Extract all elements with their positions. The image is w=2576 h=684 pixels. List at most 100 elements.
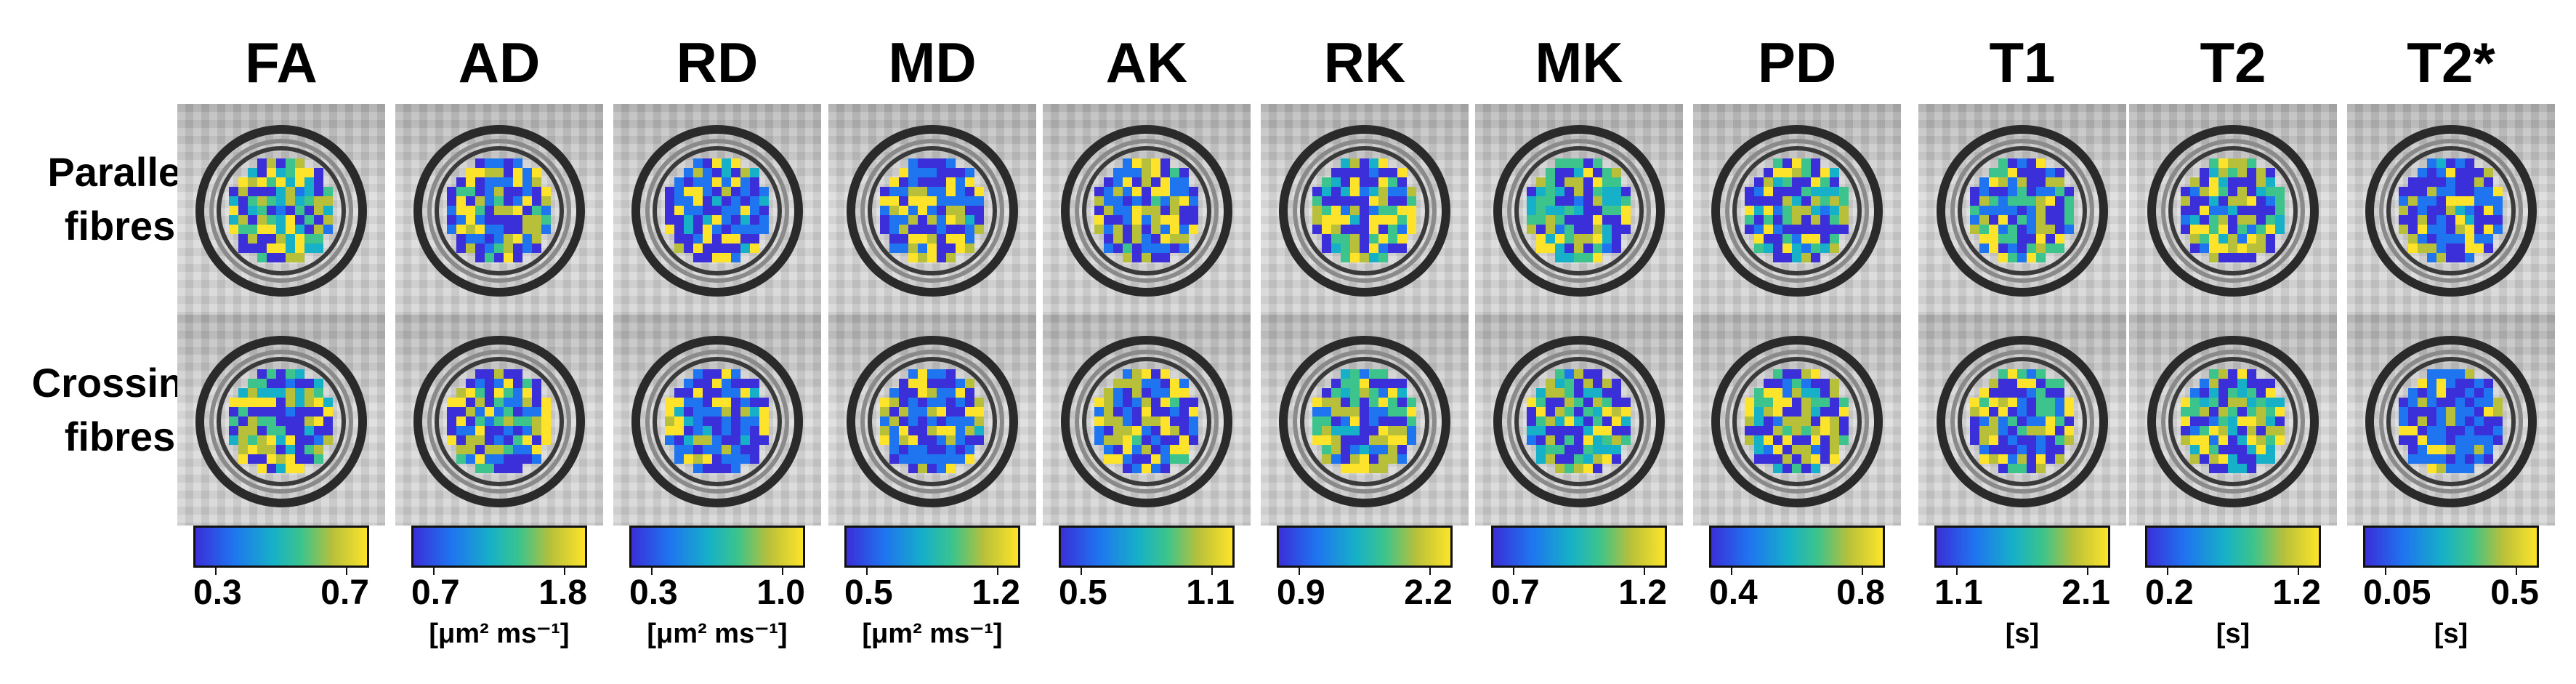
colorbar-tick-max <box>2298 568 2299 575</box>
colorbar-tick-min <box>866 568 868 575</box>
column-title-ad: AD <box>458 31 541 94</box>
map-pixels <box>1527 158 1631 262</box>
map-pixels <box>880 158 984 262</box>
colorbar-max-label: 0.8 <box>1836 574 1885 612</box>
colorbar-tick-max <box>1429 568 1431 575</box>
map-panel-mk-crossing <box>1475 315 1683 526</box>
colorbar-min-label: 0.4 <box>1709 574 1758 612</box>
colorbar-tick-min <box>1081 568 1082 575</box>
colorbar-md <box>844 526 1020 568</box>
colorbar-tick-min <box>651 568 653 575</box>
map-pixels <box>2399 158 2503 262</box>
colorbar-max-label: 2.2 <box>1404 574 1453 612</box>
colorbar-tick-max <box>1211 568 1213 575</box>
colorbar-unit-label: [s] <box>2434 619 2468 649</box>
map-pixels <box>2181 369 2285 473</box>
row-label-line2: fibres <box>64 203 176 249</box>
colorbar-tick-min <box>1956 568 1958 575</box>
map-panel-t1-parallel <box>1918 104 2126 315</box>
colorbar-tick-max <box>1644 568 1645 575</box>
map-panel-ak-crossing <box>1043 315 1251 526</box>
map-panel-fa-crossing <box>177 315 385 526</box>
colorbar-min-label: 0.2 <box>2145 574 2194 612</box>
colorbar-max-label: 1.0 <box>756 574 805 612</box>
map-panel-ad-parallel <box>395 104 603 315</box>
colorbar-min-label: 0.05 <box>2363 574 2431 612</box>
colorbar-tick-min <box>1731 568 1732 575</box>
map-panel-md-crossing <box>828 315 1036 526</box>
row-label-line2: fibres <box>64 414 176 459</box>
colorbar-t2star <box>2363 526 2539 568</box>
colorbar-unit-label: [μm² ms⁻¹] <box>429 619 570 649</box>
colorbar-max-label: 0.5 <box>2490 574 2539 612</box>
map-pixels <box>1527 369 1631 473</box>
colorbar-tick-max <box>346 568 347 575</box>
row-label-line1: Parallel <box>47 149 193 195</box>
map-panel-fa-parallel <box>177 104 385 315</box>
column-title-t2star: T2* <box>2407 31 2495 94</box>
map-pixels <box>880 369 984 473</box>
colorbar-max-label: 1.8 <box>538 574 587 612</box>
map-panel-t2-parallel <box>2129 104 2337 315</box>
colorbar-tick-max <box>2516 568 2517 575</box>
colorbar-max-label: 1.2 <box>1618 574 1667 612</box>
map-pixels <box>1970 158 2074 262</box>
column-title-fa: FA <box>245 31 318 94</box>
map-panel-rk-parallel <box>1261 104 1469 315</box>
map-pixels <box>1745 158 1849 262</box>
column-title-pd: PD <box>1757 31 1837 94</box>
column-title-t2: T2 <box>2200 31 2266 94</box>
map-pixels <box>1312 369 1416 473</box>
map-panel-t2-crossing <box>2129 315 2337 526</box>
map-pixels <box>447 158 551 262</box>
colorbar-min-label: 0.5 <box>1059 574 1107 612</box>
colorbar-t1 <box>1934 526 2110 568</box>
colorbar-tick-max <box>1862 568 1863 575</box>
column-title-rd: RD <box>676 31 759 94</box>
map-pixels <box>229 369 333 473</box>
colorbar-tick-min <box>433 568 435 575</box>
colorbar-min-label: 0.7 <box>411 574 460 612</box>
column-title-mk: MK <box>1535 31 1623 94</box>
colorbar-fa <box>193 526 369 568</box>
colorbar-unit-label: [s] <box>2216 619 2250 649</box>
colorbar-rd <box>629 526 805 568</box>
colorbar-min-label: 0.3 <box>629 574 678 612</box>
colorbar-max-label: 0.7 <box>320 574 369 612</box>
map-pixels <box>665 369 769 473</box>
map-panel-t2star-parallel <box>2347 104 2555 315</box>
colorbar-tick-max <box>997 568 998 575</box>
column-title-ak: AK <box>1105 31 1188 94</box>
map-panel-md-parallel <box>828 104 1036 315</box>
map-panel-t1-crossing <box>1918 315 2126 526</box>
row-label-0: Parallel fibres <box>0 145 240 253</box>
colorbar-max-label: 1.2 <box>972 574 1020 612</box>
colorbar-mk <box>1491 526 1667 568</box>
colorbar-min-label: 0.5 <box>844 574 893 612</box>
map-pixels <box>447 369 551 473</box>
colorbar-tick-max <box>2087 568 2088 575</box>
map-panel-t2star-crossing <box>2347 315 2555 526</box>
map-pixels <box>665 158 769 262</box>
colorbar-tick-max <box>564 568 565 575</box>
colorbar-ad <box>411 526 587 568</box>
map-panel-pd-parallel <box>1693 104 1901 315</box>
map-panel-rd-parallel <box>613 104 821 315</box>
colorbar-tick-min <box>2385 568 2386 575</box>
colorbar-tick-min <box>1299 568 1300 575</box>
column-title-md: MD <box>888 31 977 94</box>
colorbar-t2 <box>2145 526 2321 568</box>
colorbar-tick-min <box>1513 568 1514 575</box>
map-panel-ad-crossing <box>395 315 603 526</box>
colorbar-min-label: 0.9 <box>1277 574 1325 612</box>
colorbar-pd <box>1709 526 1885 568</box>
map-pixels <box>229 158 333 262</box>
map-pixels <box>1970 369 2074 473</box>
colorbar-unit-label: [s] <box>2005 619 2040 649</box>
column-title-rk: RK <box>1323 31 1406 94</box>
map-panel-mk-parallel <box>1475 104 1683 315</box>
column-title-t1: T1 <box>1989 31 2056 94</box>
map-pixels <box>2399 369 2503 473</box>
map-panel-ak-parallel <box>1043 104 1251 315</box>
colorbar-tick-min <box>2167 568 2168 575</box>
